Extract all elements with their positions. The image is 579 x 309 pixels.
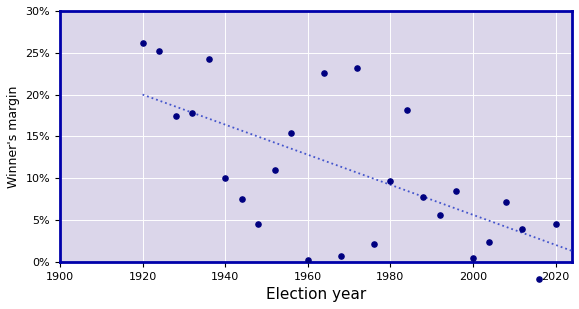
Point	[287, 130, 296, 135]
Point	[435, 213, 445, 218]
Point	[452, 188, 461, 193]
Point	[138, 40, 147, 45]
Point	[518, 227, 527, 232]
Point	[534, 277, 544, 282]
Point	[221, 176, 230, 181]
Point	[254, 222, 263, 226]
Point	[353, 65, 362, 70]
Point	[534, 277, 544, 282]
Point	[237, 197, 246, 201]
Point	[402, 107, 412, 112]
Point	[386, 178, 395, 183]
Point	[468, 255, 478, 260]
Point	[204, 56, 213, 61]
Point	[419, 195, 428, 200]
Point	[336, 253, 346, 258]
X-axis label: Election year: Election year	[266, 287, 366, 302]
Point	[155, 49, 164, 53]
Y-axis label: Winner's margin: Winner's margin	[7, 85, 20, 188]
Point	[551, 222, 560, 226]
Point	[501, 199, 511, 204]
Point	[369, 242, 379, 247]
Point	[485, 239, 494, 244]
Point	[270, 167, 279, 172]
Point	[303, 258, 313, 263]
Point	[320, 70, 329, 75]
Point	[188, 111, 197, 116]
Point	[171, 114, 180, 119]
